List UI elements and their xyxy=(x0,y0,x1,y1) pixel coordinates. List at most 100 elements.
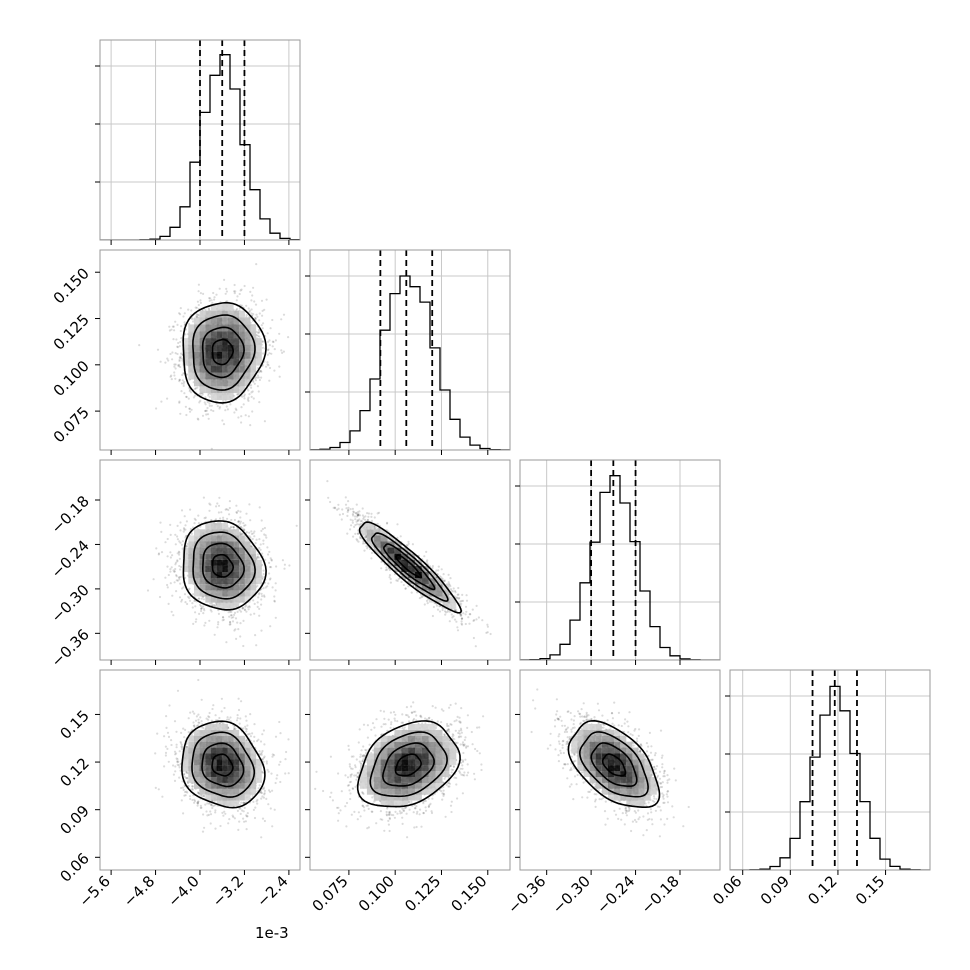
sample-point xyxy=(200,609,203,613)
sample-point xyxy=(252,380,255,383)
sample-point xyxy=(212,291,215,295)
sample-point xyxy=(356,539,359,542)
density-cell xyxy=(216,547,223,554)
sample-point xyxy=(426,559,429,562)
sample-point xyxy=(352,510,355,513)
density-cell xyxy=(194,331,200,339)
sample-point xyxy=(252,313,255,316)
sample-point xyxy=(269,577,272,580)
density-cell xyxy=(205,324,211,332)
sample-point xyxy=(164,541,167,544)
density-cell xyxy=(205,365,211,373)
sample-point xyxy=(175,575,178,578)
density-cell xyxy=(199,372,206,380)
density-cell xyxy=(233,547,240,554)
sample-point xyxy=(178,378,181,381)
density-cell xyxy=(239,596,245,603)
sample-point xyxy=(254,379,257,382)
sample-point xyxy=(266,585,269,588)
sample-point xyxy=(167,359,170,362)
sample-point xyxy=(194,518,197,522)
sample-point xyxy=(267,364,270,367)
sample-point xyxy=(178,596,182,599)
sample-point xyxy=(238,292,241,296)
sample-point xyxy=(185,545,188,548)
sample-point xyxy=(176,559,179,562)
sample-point xyxy=(282,313,286,316)
sample-point xyxy=(258,607,261,611)
sample-point xyxy=(449,588,453,591)
sample-point xyxy=(459,614,462,617)
sample-point xyxy=(177,364,180,367)
sample-point xyxy=(158,595,162,599)
sample-point xyxy=(178,578,181,581)
sample-point xyxy=(237,509,240,512)
density-cell xyxy=(188,331,194,339)
sample-point xyxy=(256,584,259,588)
sample-point xyxy=(209,602,212,605)
sample-point xyxy=(181,379,184,382)
sample-point xyxy=(190,391,193,394)
sample-point xyxy=(188,388,192,391)
sample-point xyxy=(172,569,175,572)
sample-point xyxy=(160,400,163,403)
density-cell xyxy=(222,317,228,325)
sample-point xyxy=(255,313,258,316)
sample-point xyxy=(222,618,225,621)
density-cell xyxy=(256,351,262,359)
sample-point xyxy=(253,612,256,615)
sample-point xyxy=(198,392,201,396)
sample-point xyxy=(214,518,218,521)
sample-point xyxy=(431,565,434,568)
density-cell xyxy=(233,578,240,585)
density-cell xyxy=(222,310,228,318)
sample-point xyxy=(248,393,251,396)
sample-point xyxy=(190,408,193,411)
sample-point xyxy=(225,290,228,293)
density-cell xyxy=(216,523,223,530)
sample-point xyxy=(179,565,183,569)
sample-point xyxy=(157,553,160,556)
sample-point xyxy=(256,331,260,334)
sample-point xyxy=(197,514,200,517)
sample-point xyxy=(278,375,281,378)
sample-point xyxy=(229,614,233,617)
sample-point xyxy=(240,288,243,291)
sample-point xyxy=(264,586,267,589)
sample-point xyxy=(178,380,181,383)
sample-point xyxy=(185,413,188,417)
density-cell xyxy=(222,365,228,373)
sample-point xyxy=(207,392,210,395)
sample-point xyxy=(229,526,232,529)
density-cell xyxy=(216,393,223,400)
density-cell xyxy=(210,331,217,339)
density-cell xyxy=(233,602,240,609)
sample-point xyxy=(156,348,160,351)
sample-point xyxy=(236,393,240,396)
sample-point xyxy=(230,616,233,619)
sample-point xyxy=(198,401,201,404)
sample-point xyxy=(180,352,183,355)
density-cell xyxy=(194,317,200,325)
sample-point xyxy=(185,395,188,398)
sample-point xyxy=(196,527,199,530)
sample-point xyxy=(274,589,277,592)
density-cell xyxy=(222,535,228,542)
sample-point xyxy=(283,567,286,570)
contour-line xyxy=(182,301,267,404)
density-cell xyxy=(216,565,223,572)
sample-point xyxy=(253,530,256,533)
density-cell xyxy=(222,559,228,566)
sample-point xyxy=(166,397,169,400)
density-cell xyxy=(227,572,234,579)
sample-point xyxy=(194,306,197,309)
sample-point xyxy=(274,339,277,342)
sample-point xyxy=(235,299,238,302)
sample-point xyxy=(252,599,255,602)
sample-point xyxy=(209,503,212,506)
density-cell xyxy=(244,590,251,597)
density-cell xyxy=(227,393,234,400)
density-cell xyxy=(199,535,206,542)
sample-point xyxy=(226,408,229,411)
sample-point xyxy=(177,576,181,579)
